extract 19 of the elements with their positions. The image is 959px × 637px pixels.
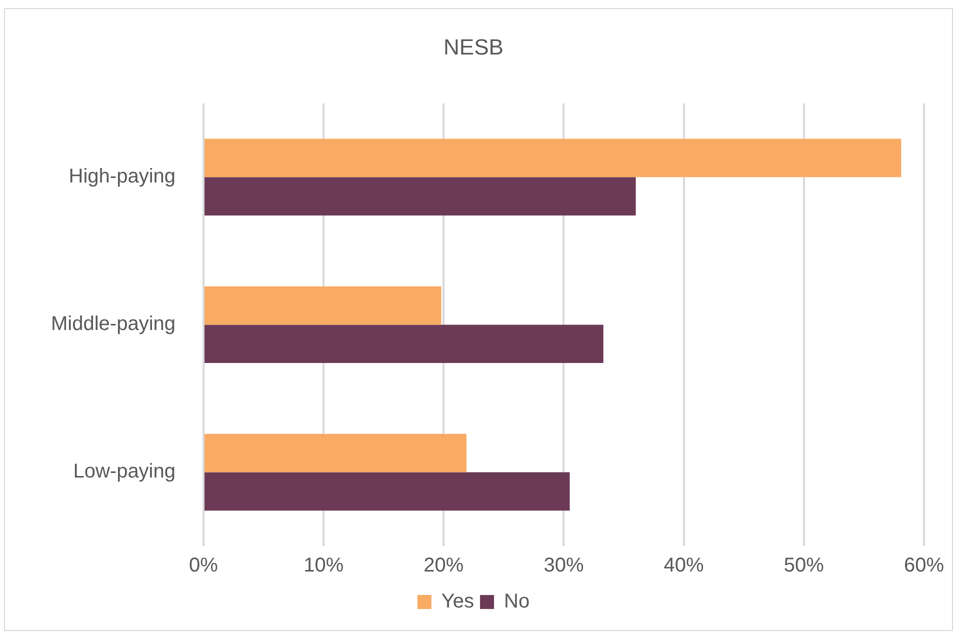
bar	[204, 324, 604, 364]
bar	[204, 434, 466, 472]
bar	[204, 138, 902, 178]
y-tick-label: High-paying	[68, 166, 176, 188]
y-tick-label: Low-paying	[73, 460, 176, 483]
x-tick-label: 0%	[189, 554, 218, 577]
x-tick-label: 30%	[544, 554, 584, 577]
legend-label: No	[504, 590, 530, 613]
bar	[204, 472, 570, 511]
x-tick-label: 60%	[904, 554, 944, 577]
x-tick-label: 50%	[784, 554, 824, 577]
bar	[204, 177, 636, 216]
y-tick-label: Middle-paying	[50, 313, 176, 336]
chart-title: NESB	[444, 34, 504, 60]
x-tick-label: 40%	[664, 554, 704, 577]
bar	[204, 286, 442, 325]
x-tick-label: 20%	[424, 554, 464, 577]
x-tick-label: 10%	[304, 554, 344, 577]
legend-label: Yes	[441, 590, 474, 613]
